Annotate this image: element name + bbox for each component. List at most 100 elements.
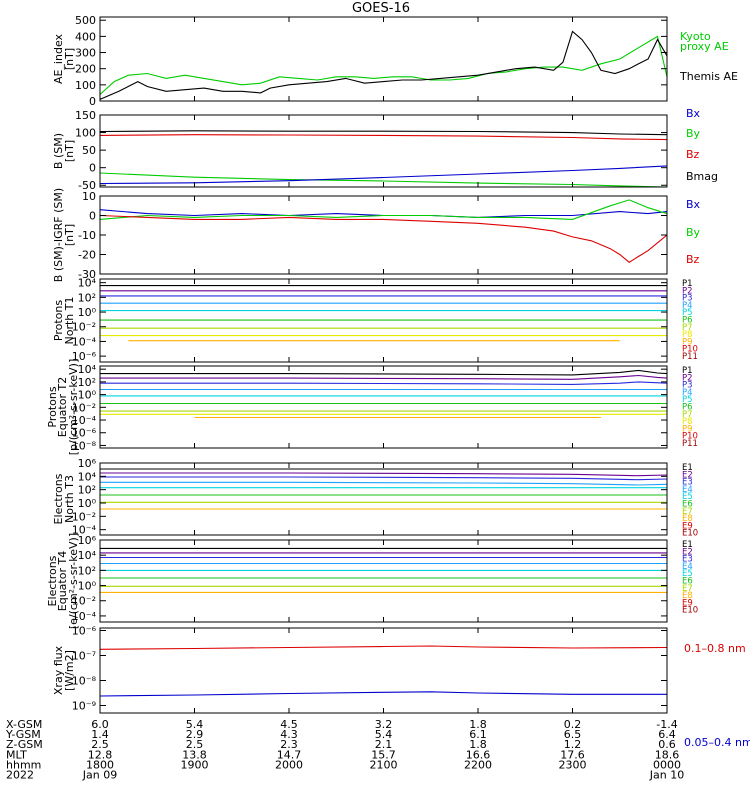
- time-cell: 1.8: [469, 738, 487, 751]
- y-tick-label: 0: [89, 210, 96, 223]
- panel-frame: [99, 195, 668, 275]
- y-tick-label: 300: [75, 47, 96, 60]
- legend-entry: E8: [682, 514, 693, 524]
- legend-entry: P1: [682, 279, 693, 289]
- legend-entry: E4: [682, 485, 693, 495]
- series-line-2: [100, 134, 667, 141]
- legend-entry: E3: [682, 555, 693, 565]
- legend-entry: P9: [682, 337, 693, 347]
- legend-entry: P10: [682, 345, 698, 355]
- legend-entry: By: [686, 226, 701, 239]
- legend-entry: 0.05–0.4 nm: [684, 736, 750, 749]
- y-tick-label: 10²: [78, 291, 96, 304]
- time-cell: 2200: [464, 758, 492, 771]
- time-cell: 2.1: [375, 738, 393, 751]
- time-cell: 6.1: [469, 728, 487, 741]
- axis-label: AE_index: [52, 33, 65, 84]
- legend-entry: P5: [682, 395, 693, 405]
- axis-label: Protons: [52, 300, 65, 341]
- time-cell: 5.4: [375, 728, 393, 741]
- time-cell: -1.4: [656, 718, 677, 731]
- legend-entry: P9: [682, 424, 693, 434]
- legend-entry: P11: [682, 439, 698, 449]
- legend-entry: Kyoto: [680, 30, 711, 43]
- y-tick-label: 500: [75, 14, 96, 27]
- series-line-3: [100, 476, 667, 481]
- time-row-label: X-GSM: [6, 718, 42, 731]
- time-cell: 13.8: [182, 748, 207, 761]
- panel-frame: [99, 114, 668, 188]
- legend-entry: P4: [682, 301, 693, 311]
- legend-entry: P6: [682, 316, 693, 326]
- time-cell: Jan 10: [649, 769, 684, 782]
- axis-label: [nT]: [63, 224, 76, 246]
- y-tick-label: -50: [78, 179, 96, 192]
- y-tick-label: 10²: [78, 484, 96, 497]
- series-line-4: [100, 481, 667, 486]
- y-tick-label: 10⁻⁶: [72, 625, 97, 638]
- legend-entry: E2: [682, 547, 693, 557]
- y-tick-label: 10⁻⁴: [72, 610, 97, 623]
- y-tick-label: 10⁻²: [72, 595, 96, 608]
- y-tick-label: 10⁻⁷: [72, 650, 96, 663]
- panel-dbsm: -30 -20 -10 0 10 B (SM)-IGRF (SM)[nT] Bx By Bz: [52, 188, 701, 282]
- time-cell: 3.2: [375, 718, 393, 731]
- series-group: [100, 547, 667, 593]
- time-row-label: Z-GSM: [6, 738, 43, 751]
- series-group: [100, 199, 667, 263]
- time-cell: 6.0: [91, 718, 109, 731]
- series-line-3: [100, 381, 667, 385]
- time-cell: 17.6: [560, 748, 585, 761]
- time-cell: 2.3: [280, 738, 298, 751]
- time-cell: 15.7: [371, 748, 396, 761]
- axis-label: Electrons: [46, 555, 59, 606]
- legend-entry: P7: [682, 323, 693, 333]
- legend-entry: E1: [682, 540, 693, 550]
- y-tick-label: 10⁶: [78, 534, 97, 547]
- legend-entry: P8: [682, 417, 693, 427]
- legend-entry: P4: [682, 388, 693, 398]
- series-line-4: [100, 165, 667, 185]
- y-tick-label: 10⁻⁸: [72, 675, 97, 688]
- y-tick-label: 10⁰: [78, 306, 97, 319]
- legend-entry: E10: [682, 529, 698, 539]
- time-cell: 2100: [370, 758, 398, 771]
- axis-label: Equator T2: [56, 377, 69, 437]
- series-line-1: [100, 645, 667, 650]
- time-cell: 14.7: [277, 748, 302, 761]
- time-row-label: Y-GSM: [5, 728, 41, 741]
- panel-frame: [99, 539, 668, 623]
- series-group: [100, 369, 667, 419]
- legend-entry: Bmag: [686, 170, 718, 183]
- y-tick-label: 10⁴: [78, 363, 97, 376]
- y-tick-label: 10⁻⁴: [72, 414, 97, 427]
- axis-label: [W/m2]: [63, 650, 76, 691]
- y-tick-label: 10⁰: [78, 580, 97, 593]
- time-cell: 16.6: [466, 748, 491, 761]
- series-line-2: [100, 472, 667, 477]
- time-cell: 18.6: [655, 748, 680, 761]
- time-cell: 6.5: [564, 728, 582, 741]
- legend-entry: Bz: [686, 253, 700, 266]
- panel-bsm: -50 0 50 100 150 B (SM)[nT] Bx By Bz Bmag: [52, 107, 718, 192]
- y-tick-label: 10⁻⁶: [72, 427, 97, 440]
- y-tick-label: 10²: [78, 564, 96, 577]
- legend-entry: E6: [682, 500, 693, 510]
- y-tick-label: 10⁻²: [72, 510, 96, 523]
- legend-entry: 0.1–0.8 nm: [684, 642, 746, 655]
- legend-entry: Bx: [686, 107, 701, 120]
- time-cell: 4.5: [280, 718, 298, 731]
- legend-entry: E3: [682, 478, 693, 488]
- series-line-3: [100, 214, 667, 263]
- y-tick-label: 150: [75, 109, 96, 122]
- y-tick-label: 100: [75, 127, 96, 140]
- series-group: [100, 468, 667, 510]
- series-group: [100, 645, 667, 697]
- time-cell: 2.5: [186, 738, 204, 751]
- legend-entry: E6: [682, 577, 693, 587]
- axis-label: North T1: [63, 297, 76, 345]
- time-cell: 5.4: [186, 718, 204, 731]
